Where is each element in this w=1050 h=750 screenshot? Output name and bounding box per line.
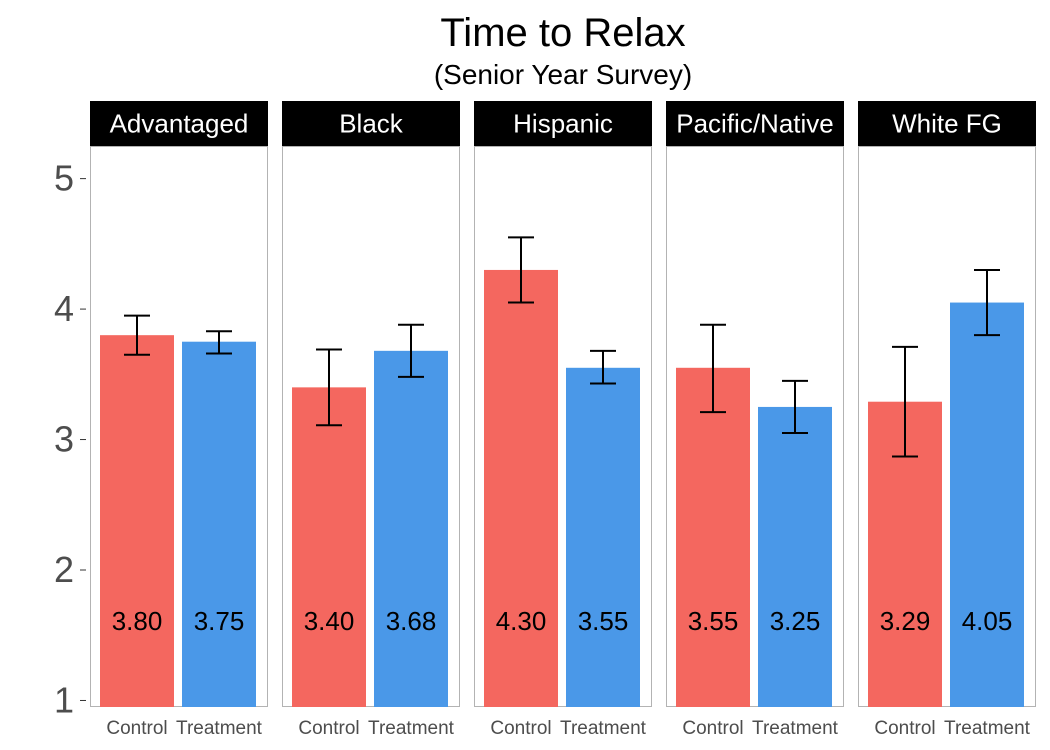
facet-strip-label: Black — [339, 109, 404, 139]
panel-border — [666, 146, 844, 707]
bar-value-label: 3.55 — [688, 606, 739, 636]
x-tick-label: Treatment — [560, 718, 647, 739]
chart-subtitle: (Senior Year Survey) — [434, 59, 692, 90]
error-bar — [124, 314, 150, 356]
y-tick-label: 4 — [54, 288, 74, 329]
chart-title: Time to Relax — [440, 11, 685, 55]
facet-panel: Hispanic 4.30 Control 3.55 Treatment — [474, 101, 652, 739]
bar-value-label: 3.25 — [770, 606, 821, 636]
bar-control — [292, 387, 366, 707]
bar-value-label: 3.68 — [386, 606, 437, 636]
bar-treatment — [566, 367, 640, 707]
x-tick-label: Control — [490, 718, 551, 739]
error-bar — [700, 323, 726, 414]
facet-strip — [666, 101, 844, 146]
bar-value-label: 3.29 — [880, 606, 931, 636]
x-tick-label: Treatment — [944, 718, 1031, 739]
x-tick-label: Control — [874, 718, 935, 739]
bar-control — [676, 367, 750, 707]
x-tick-label: Control — [106, 718, 167, 739]
x-tick-label: Treatment — [752, 718, 839, 739]
x-tick-label: Treatment — [176, 718, 263, 739]
y-tick-label: 5 — [54, 158, 74, 199]
facet-strip-label: Pacific/Native — [676, 109, 834, 139]
bar-control — [100, 335, 174, 707]
panel-border — [474, 146, 652, 707]
panel-border — [90, 146, 268, 707]
facet-strip-label: White FG — [892, 109, 1002, 139]
facet-panels: Advantaged 3.80 Control 3.75 Treatment Black 3… — [90, 101, 1036, 739]
y-axis: 1 2 3 4 5 — [54, 158, 86, 720]
bar-value-label: 3.75 — [194, 606, 245, 636]
bar-value-label: 3.40 — [304, 606, 355, 636]
x-tick-label: Control — [682, 718, 743, 739]
bar-value-label: 3.80 — [112, 606, 163, 636]
x-tick-label: Treatment — [368, 718, 455, 739]
y-tick-label: 1 — [54, 679, 74, 720]
bar-treatment — [758, 406, 832, 707]
bar-value-label: 4.05 — [962, 606, 1013, 636]
error-bar — [590, 349, 616, 385]
error-bar — [892, 345, 918, 458]
facet-strip-label: Advantaged — [110, 109, 249, 139]
facet-strip-label: Hispanic — [513, 109, 613, 139]
y-tick-label: 3 — [54, 419, 74, 460]
facet-panel: Pacific/Native 3.55 Control 3.25 Treatment — [666, 101, 844, 739]
bar-control — [484, 269, 558, 707]
bar-treatment — [374, 350, 448, 707]
y-tick-label: 2 — [54, 549, 74, 590]
error-bar — [782, 379, 808, 435]
panel-border — [282, 146, 460, 707]
facet-strip — [90, 101, 268, 146]
facet-strip — [474, 101, 652, 146]
facet-panel: White FG 3.29 Control 4.05 Treatment — [858, 101, 1036, 739]
error-bar — [316, 348, 342, 427]
error-bar — [206, 330, 232, 355]
facet-panel: Black 3.40 Control 3.68 Treatment — [282, 101, 460, 739]
facet-strip — [282, 101, 460, 146]
bar-value-label: 3.55 — [578, 606, 629, 636]
facet-strip — [858, 101, 1036, 146]
error-bar — [508, 236, 534, 304]
bar-value-label: 4.30 — [496, 606, 547, 636]
facet-panel: Advantaged 3.80 Control 3.75 Treatment — [90, 101, 268, 739]
error-bar — [398, 323, 424, 378]
bar-treatment — [182, 341, 256, 707]
error-bar — [974, 268, 1000, 337]
bar-treatment — [950, 302, 1024, 707]
panel-border — [858, 146, 1036, 707]
x-tick-label: Control — [298, 718, 359, 739]
